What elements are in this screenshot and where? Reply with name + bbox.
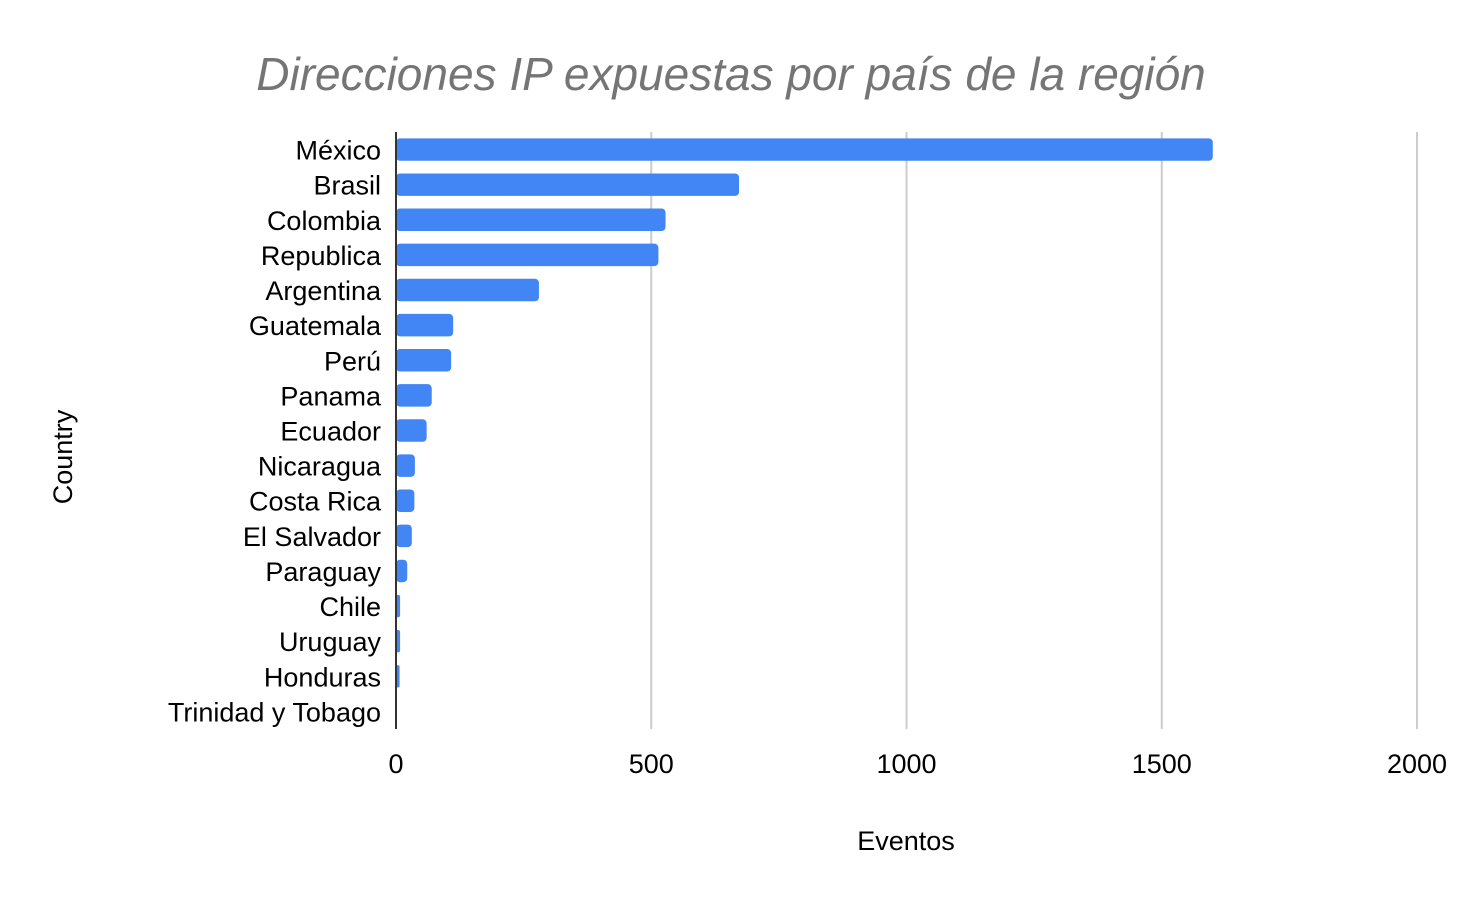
category-label: Guatemala xyxy=(249,311,382,341)
bar xyxy=(396,243,659,267)
x-tick-labels: 0 500 1000 1500 2000 xyxy=(388,749,1447,779)
bar xyxy=(396,173,740,196)
category-label: México xyxy=(295,136,381,166)
x-tick-label: 1500 xyxy=(1132,749,1192,779)
category-label: Uruguay xyxy=(279,627,382,657)
chart-title: Direcciones IP expuestas por país de la … xyxy=(256,48,1206,100)
category-label: Chile xyxy=(319,592,381,622)
gridlines xyxy=(650,132,1418,729)
x-tick-label: 0 xyxy=(388,749,403,779)
category-label: Honduras xyxy=(264,662,381,692)
category-labels: México Brasil Colombia Republica Argentina Gu… xyxy=(168,136,382,728)
category-label: Perú xyxy=(324,346,381,376)
category-label: Trinidad y Tobago xyxy=(168,697,381,727)
category-label: Republica xyxy=(261,241,382,271)
bar xyxy=(396,629,401,653)
x-tick-label: 2000 xyxy=(1387,749,1447,779)
category-label: Argentina xyxy=(265,276,382,306)
bar xyxy=(396,278,539,302)
y-axis-label: Country xyxy=(48,409,78,504)
category-label: El Salvador xyxy=(243,522,381,552)
category-label: Brasil xyxy=(313,171,381,201)
bar xyxy=(396,138,1213,161)
bar xyxy=(396,313,454,337)
x-axis-label: Eventos xyxy=(857,826,955,856)
category-label: Ecuador xyxy=(280,417,381,447)
bars xyxy=(396,138,1213,723)
x-tick-label: 1000 xyxy=(876,749,936,779)
category-label: Nicaragua xyxy=(258,452,382,482)
bar xyxy=(396,208,666,232)
bar xyxy=(396,594,401,618)
bar xyxy=(396,384,432,407)
bar xyxy=(396,524,412,548)
bar xyxy=(396,454,415,477)
bar xyxy=(396,419,427,442)
x-tick-label: 500 xyxy=(629,749,674,779)
category-label: Costa Rica xyxy=(249,487,382,517)
bar xyxy=(396,489,415,512)
category-label: Colombia xyxy=(267,206,382,236)
category-label: Paraguay xyxy=(265,557,381,587)
bar xyxy=(396,559,408,583)
bar xyxy=(396,349,452,372)
category-label: Panama xyxy=(280,381,382,411)
